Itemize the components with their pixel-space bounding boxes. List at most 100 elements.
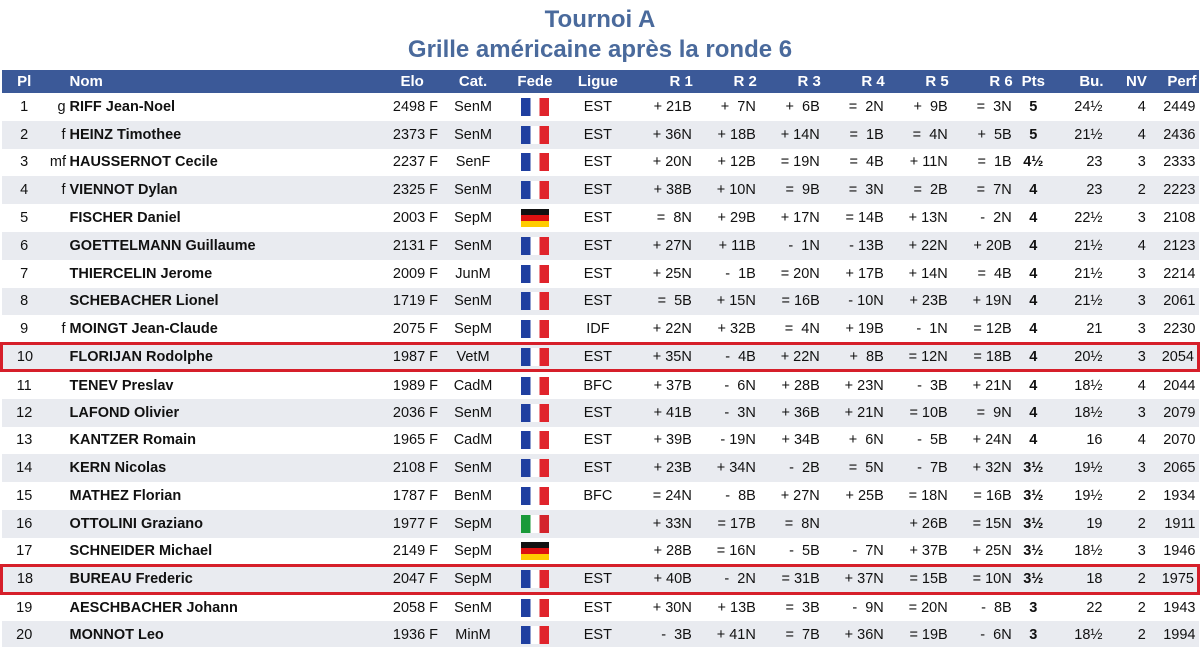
col-header-elo: Elo [400,73,424,90]
round-4-result: + 21N [844,404,884,421]
col-header-cat: Cat. [458,73,488,90]
round-6-result: + 24N [972,432,1012,449]
player-rank: 12 [16,404,33,421]
player-performance: 2333 [1163,154,1196,171]
player-category: CadM [453,377,493,394]
player-points: 3½ [1014,564,1052,595]
round-6-result: + 20B [973,237,1012,254]
round-2-result: - 8B [725,488,756,505]
federation-flag [505,176,565,204]
player-points: 4 [1029,404,1038,421]
player-league: EST [583,182,612,199]
player-category: SenM [454,599,492,616]
flag-fr-icon [520,181,549,200]
player-name: BUREAU Frederic [67,564,384,595]
federation-flag [505,538,565,566]
player-points: 3½ [1023,460,1044,477]
flag-fr-icon [520,403,549,422]
player-name: FLORIJAN Rodolphe [67,341,384,373]
player-performance: 2436 [1163,126,1196,143]
player-buchholz: 18 [1051,564,1106,595]
round-4-result: + 6N [848,432,884,449]
player-points: 4 [1029,377,1038,394]
player-category: VetM [441,341,506,373]
player-performance: 1994 [1163,627,1196,644]
player-points: 4 [1029,293,1038,310]
player-buchholz: 21½ [1074,237,1103,254]
federation-flag [505,564,565,595]
player-league: BFC [583,488,613,505]
round-1-result: = 5B [657,293,692,310]
round-4-result: + 8B [822,341,887,373]
player-elo: 2047 F [383,564,442,595]
round-3-result: - 5B [789,542,820,559]
round-5-result: + 13N [908,210,948,227]
flag-fr-icon [520,487,549,506]
round-5-result: + 9B [913,98,948,115]
player-points: 4 [1029,237,1038,254]
player-title: g [57,98,66,115]
round-2-result: - 3N [724,404,756,421]
round-5-result: - 7B [917,460,948,477]
round-4-result: = 5N [848,460,884,477]
flag-fr-icon [520,264,549,283]
round-5-result: = 15B [886,564,951,595]
player-league: EST [583,154,612,171]
round-2-result: - 1B [725,265,756,282]
player-wins: 3 [1137,320,1146,337]
player-name: HAUSSERNOT Cecile [69,154,218,171]
col-header-r5: R 5 [925,73,949,90]
player-title [47,482,68,510]
player-performance: 2223 [1163,182,1196,199]
player-category: MinM [455,627,491,644]
player-league: BFC [583,377,613,394]
table-row: 9 f MOINGT Jean-Claude 2075 F SepM IDF + 22N + … [1,315,1199,344]
player-performance: 2070 [1163,432,1196,449]
round-5-result: + 26B [909,515,948,532]
player-title [46,341,68,373]
player-performance: 2061 [1163,293,1196,310]
player-buchholz: 24½ [1074,98,1103,115]
player-category: SenM [454,126,492,143]
round-4-result [823,510,887,538]
flag-fr-icon [520,598,549,617]
player-buchholz: 19½ [1074,460,1103,477]
player-name: TENEV Preslav [69,377,174,394]
player-performance: 2123 [1163,237,1196,254]
player-title [47,204,68,232]
player-title [47,510,68,538]
player-title [47,399,68,427]
round-2-result: + 7N [720,98,756,115]
player-title [47,427,68,455]
table-row: 18 BUREAU Frederic 2047 F SepM EST + 40B - 2N =… [0,564,1200,595]
player-performance: 2044 [1163,377,1196,394]
player-title [47,621,68,647]
player-elo: 2058 F [392,599,439,616]
round-6-result: + 21N [972,377,1012,394]
player-category: SenM [454,293,492,310]
player-name: VIENNOT Dylan [69,182,178,199]
table-row: 14 KERN Nicolas 2108 F SenM EST + 23B + 34N - 2… [1,454,1199,483]
flag-fr-icon [520,459,549,478]
round-3-result: = 19N [780,154,820,171]
round-3-result: + 27N [780,488,820,505]
round-3-result: = 31B [758,564,823,595]
player-points: 4 [1014,341,1052,373]
player-wins: 3 [1137,154,1146,171]
player-category: SenM [454,237,492,254]
player-title [47,454,68,482]
player-title [47,288,68,316]
col-header-nom: Nom [69,73,103,90]
round-4-result: + 23N [844,377,884,394]
federation-flag [505,288,565,316]
player-elo: 2036 F [392,404,439,421]
player-points: 3½ [1023,515,1044,532]
round-3-result: = 4N [784,320,820,337]
player-elo: 2373 F [392,126,439,143]
round-3-result: + 22N [758,341,823,373]
standings-table: Pl Nom Elo Cat. Fede Ligue R 1 R 2 R 3 R… [0,70,1200,647]
flag-de-icon [520,209,549,228]
federation-flag [505,315,565,343]
round-5-result: + 11N [909,154,948,171]
player-name: RIFF Jean-Noel [69,98,176,115]
